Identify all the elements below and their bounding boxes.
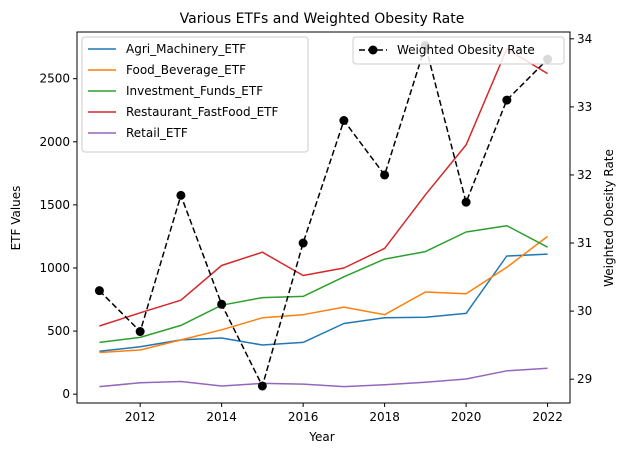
y2-tick-label: 30 — [577, 304, 592, 318]
y-tick-label: 500 — [47, 324, 70, 338]
y2-tick-label: 29 — [577, 372, 592, 386]
y2-axis-label: Weighted Obesity Rate — [602, 149, 616, 287]
legend-box — [352, 36, 565, 65]
legend-marker — [368, 45, 378, 55]
series-point-weighted-obesity-rate — [257, 381, 267, 391]
series-line-investment-funds-etf — [99, 224, 548, 344]
series-point-weighted-obesity-rate — [176, 190, 186, 200]
x-axis: 2012 2014 2016 2018 2020 2022 — [125, 403, 563, 424]
legend-box — [81, 36, 309, 153]
y2-tick-label: 33 — [577, 100, 592, 114]
series-line-retail-etf — [99, 367, 548, 388]
x-tick-label: 2018 — [369, 410, 400, 424]
x-axis-label: Year — [308, 430, 334, 444]
legend-label: Weighted Obesity Rate — [397, 43, 535, 57]
legend-etfs: Agri_Machinery_ETF Food_Beverage_ETF Inves… — [81, 36, 309, 153]
series-line-food-beverage-etf — [99, 235, 549, 354]
series-point-weighted-obesity-rate — [461, 197, 471, 207]
series-point-weighted-obesity-rate — [217, 299, 227, 309]
series-point-weighted-obesity-rate — [298, 238, 308, 248]
x-tick-label: 2014 — [206, 410, 237, 424]
series-point-weighted-obesity-rate — [339, 115, 349, 125]
legend-label: Restaurant_FastFood_ETF — [126, 105, 278, 119]
series-line-weighted-obesity-rate — [98, 44, 549, 387]
x-tick-label: 2016 — [288, 410, 319, 424]
legend-label: Agri_Machinery_ETF — [126, 42, 246, 56]
chart-title: Various ETFs and Weighted Obesity Rate — [180, 11, 465, 27]
y-axis-right: 29 30 31 32 33 34 — [570, 32, 592, 386]
series-line-restaurant-fastfood-etf — [99, 48, 548, 327]
legend-label: Investment_Funds_ETF — [126, 84, 263, 98]
x-tick-label: 2012 — [125, 410, 156, 424]
y-tick-label: 0 — [62, 387, 70, 401]
series-point-weighted-obesity-rate — [135, 327, 145, 337]
plot-frame — [76, 31, 571, 404]
y-tick-label: 1500 — [39, 198, 70, 212]
series-point-weighted-obesity-rate — [380, 170, 390, 180]
y-tick-label: 2500 — [39, 72, 70, 86]
y-tick-label: 1000 — [39, 261, 70, 275]
y2-tick-label: 32 — [577, 168, 592, 182]
series-line-agri-machinery-etf — [99, 253, 548, 353]
series-point-weighted-obesity-rate — [502, 95, 512, 105]
legend-label: Food_Beverage_ETF — [126, 63, 246, 77]
y-tick-label: 2000 — [39, 135, 70, 149]
legend-label: Retail_ETF — [126, 126, 188, 140]
y2-tick-label: 31 — [577, 236, 592, 250]
y-axis-label: ETF Values — [9, 186, 23, 251]
legend-obesity: Weighted Obesity Rate — [352, 36, 565, 65]
series-point-weighted-obesity-rate — [94, 286, 104, 296]
x-tick-label: 2022 — [532, 410, 563, 424]
y2-tick-label: 34 — [577, 32, 592, 46]
x-tick-label: 2020 — [451, 410, 482, 424]
y-axis-left: 0 500 1000 1500 2000 2500 — [39, 72, 77, 401]
plot-lines — [94, 41, 553, 391]
